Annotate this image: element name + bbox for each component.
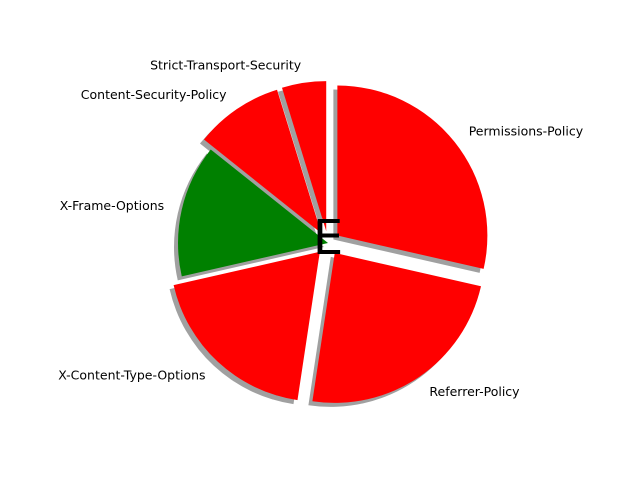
slice-label-x-frame-options: X-Frame-Options	[60, 198, 165, 213]
slice-label-x-content-type-options: X-Content-Type-Options	[58, 367, 205, 382]
slice-label-permissions-policy: Permissions-Policy	[469, 123, 584, 138]
slice-label-referrer-policy: Referrer-Policy	[429, 384, 520, 399]
slice-referrer-policy	[312, 252, 481, 403]
slice-label-content-security-policy: Content-Security-Policy	[81, 87, 227, 102]
slice-permissions-policy	[337, 85, 488, 269]
slice-strict-transport-security	[281, 81, 327, 232]
grade-letter: E	[313, 210, 343, 266]
pie-slices	[173, 81, 488, 403]
slice-content-security-policy	[203, 89, 322, 234]
slice-x-frame-options	[178, 149, 328, 277]
slice-x-content-type-options	[173, 251, 320, 401]
slice-labels: Permissions-Policy Referrer-Policy X-Conte…	[58, 58, 583, 400]
slice-label-strict-transport-security: Strict-Transport-Security	[150, 58, 302, 73]
